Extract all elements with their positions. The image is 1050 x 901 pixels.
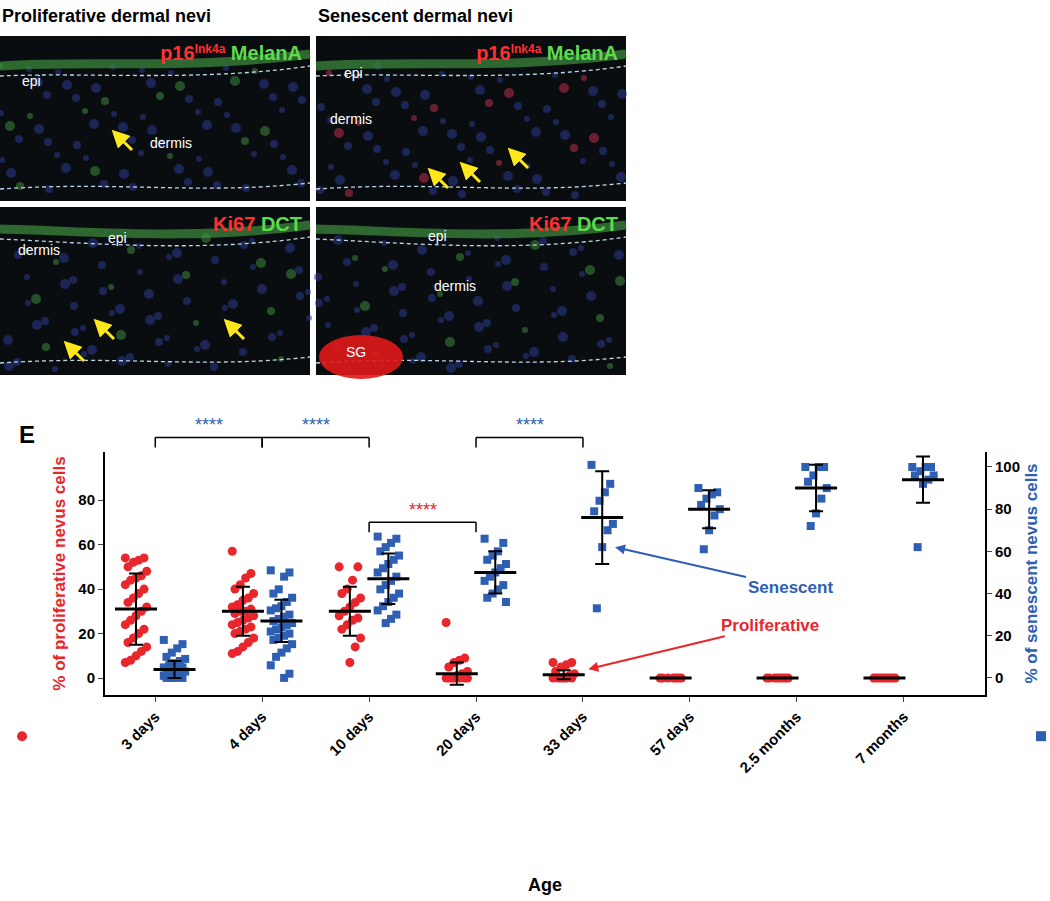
- svg-text:epi: epi: [108, 230, 127, 246]
- svg-text:****: ****: [195, 415, 223, 435]
- svg-text:7 months: 7 months: [852, 708, 911, 767]
- svg-text:3 days: 3 days: [118, 708, 163, 753]
- svg-text:20: 20: [78, 625, 95, 642]
- svg-text:4 days: 4 days: [225, 708, 270, 753]
- svg-text:Age: Age: [528, 875, 562, 895]
- svg-text:60: 60: [78, 536, 95, 553]
- svg-text:20: 20: [995, 627, 1012, 644]
- svg-text:p16Ink4a MelanA: p16Ink4a MelanA: [476, 42, 618, 64]
- svg-text:E: E: [19, 421, 35, 448]
- svg-text:80: 80: [995, 500, 1012, 517]
- svg-text:100: 100: [995, 458, 1020, 475]
- svg-text:40: 40: [78, 580, 95, 597]
- svg-text:80: 80: [78, 491, 95, 508]
- svg-text:60: 60: [995, 543, 1012, 560]
- svg-text:SG: SG: [346, 344, 366, 360]
- svg-text:epi: epi: [344, 65, 363, 81]
- svg-text:****: ****: [302, 415, 330, 435]
- svg-text:Proliferative dermal nevi: Proliferative dermal nevi: [2, 6, 211, 26]
- svg-text:dermis: dermis: [330, 111, 372, 127]
- svg-text:0: 0: [995, 669, 1003, 686]
- svg-text:epi: epi: [22, 73, 41, 89]
- svg-text:57 days: 57 days: [646, 708, 697, 759]
- svg-text:Ki67 DCT: Ki67 DCT: [529, 213, 618, 235]
- svg-text:epi: epi: [428, 228, 447, 244]
- svg-text:% of proliferative nevus cells: % of proliferative nevus cells: [50, 456, 69, 690]
- svg-text:Senescent dermal nevi: Senescent dermal nevi: [318, 6, 513, 26]
- svg-text:dermis: dermis: [434, 278, 476, 294]
- svg-text:****: ****: [516, 415, 544, 435]
- svg-text:20 days: 20 days: [433, 708, 484, 759]
- svg-text:Proliferative: Proliferative: [721, 616, 819, 635]
- svg-text:10 days: 10 days: [326, 708, 377, 759]
- svg-text:33 days: 33 days: [539, 708, 590, 759]
- svg-text:2.5 months: 2.5 months: [736, 708, 804, 776]
- svg-text:p16Ink4a MelanA: p16Ink4a MelanA: [160, 42, 302, 64]
- svg-text:% of senescent nevus cells: % of senescent nevus cells: [1022, 463, 1041, 683]
- svg-text:dermis: dermis: [18, 242, 60, 258]
- svg-text:Senescent: Senescent: [748, 578, 833, 597]
- svg-text:dermis: dermis: [150, 135, 192, 151]
- svg-text:****: ****: [409, 500, 437, 520]
- svg-text:0: 0: [87, 669, 95, 686]
- svg-text:40: 40: [995, 585, 1012, 602]
- svg-text:Ki67 DCT: Ki67 DCT: [213, 213, 302, 235]
